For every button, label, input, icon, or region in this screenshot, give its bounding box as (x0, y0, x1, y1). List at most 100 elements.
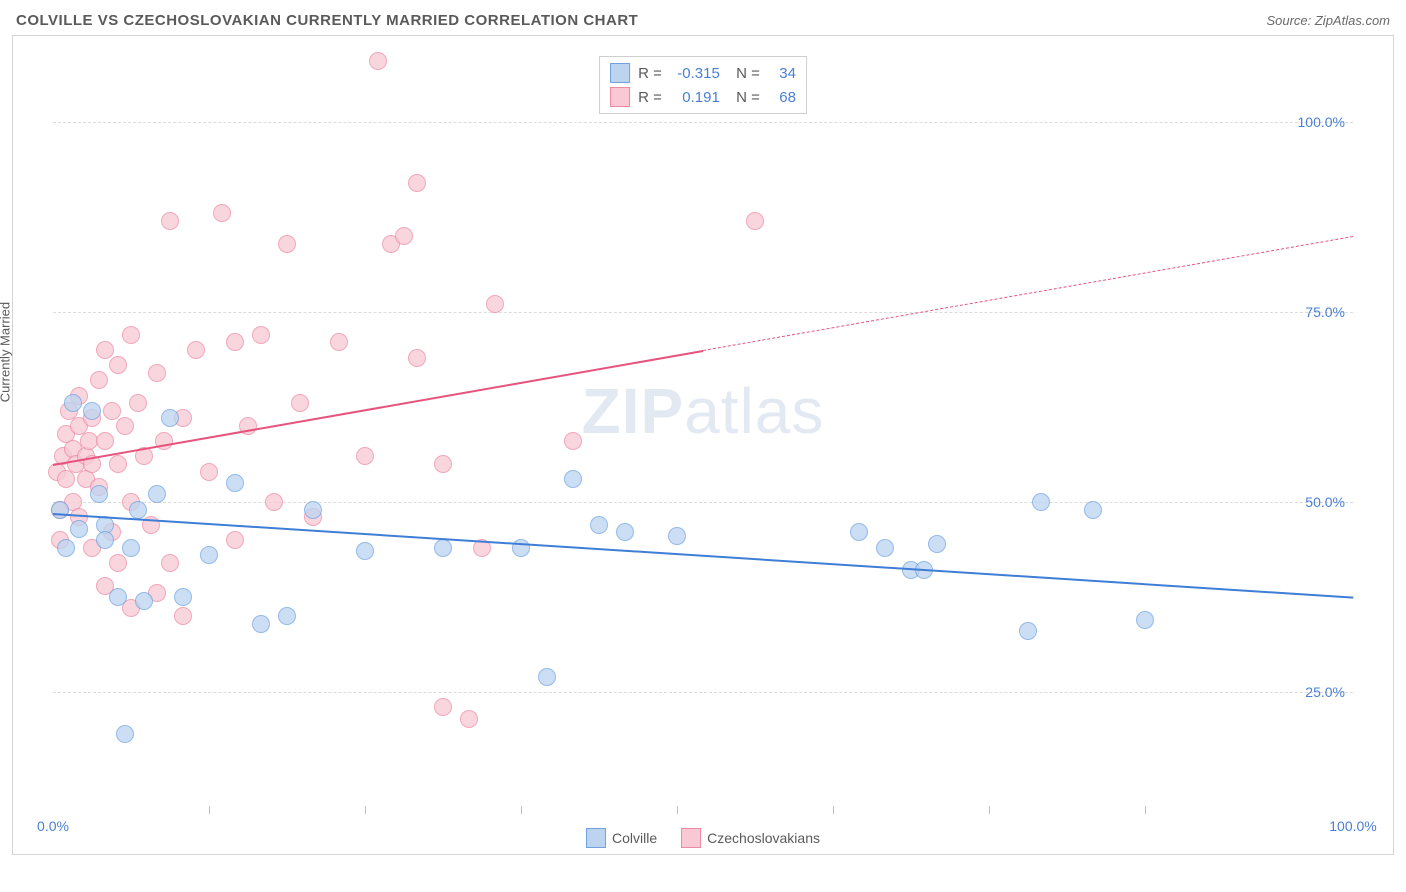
data-point (96, 341, 114, 359)
data-point (291, 394, 309, 412)
stat-n-value: 34 (768, 65, 796, 82)
data-point (850, 523, 868, 541)
data-point (1019, 622, 1037, 640)
data-point (564, 432, 582, 450)
x-tick-label: 0.0% (37, 818, 69, 834)
chart-container: Currently Married ZIPatlas R =-0.315 N =… (12, 35, 1394, 855)
data-point (330, 333, 348, 351)
data-point (460, 710, 478, 728)
data-point (129, 394, 147, 412)
data-point (103, 402, 121, 420)
legend-swatch (586, 828, 606, 848)
stat-r-value: 0.191 (670, 89, 720, 106)
data-point (90, 485, 108, 503)
data-point (278, 607, 296, 625)
gridline (53, 312, 1353, 313)
x-tick-label: 100.0% (1329, 818, 1376, 834)
stat-n-value: 68 (768, 89, 796, 106)
chart-header: COLVILLE VS CZECHOSLOVAKIAN CURRENTLY MA… (12, 12, 1394, 35)
data-point (226, 333, 244, 351)
data-point (408, 349, 426, 367)
data-point (1136, 611, 1154, 629)
plot-area: ZIPatlas R =-0.315 N =34R =0.191 N =68 2… (53, 46, 1353, 806)
data-point (434, 539, 452, 557)
data-point (148, 364, 166, 382)
data-point (252, 326, 270, 344)
data-point (109, 356, 127, 374)
data-point (304, 501, 322, 519)
data-point (1032, 493, 1050, 511)
data-point (109, 588, 127, 606)
legend-label: Colville (612, 830, 657, 846)
stats-legend-row: R = -0.315 N = 34 (610, 61, 796, 85)
legend-item: Colville (586, 828, 657, 848)
data-point (200, 463, 218, 481)
data-point (96, 531, 114, 549)
data-point (668, 527, 686, 545)
stats-legend: R = -0.315 N = 34R = 0.191 N = 68 (599, 56, 807, 114)
data-point (116, 417, 134, 435)
data-point (252, 615, 270, 633)
data-point (161, 409, 179, 427)
y-tick-label: 50.0% (1305, 494, 1345, 510)
data-point (408, 174, 426, 192)
data-point (57, 539, 75, 557)
stats-legend-row: R =0.191 N =68 (610, 85, 796, 109)
data-point (616, 523, 634, 541)
data-point (57, 470, 75, 488)
data-point (538, 668, 556, 686)
data-point (135, 592, 153, 610)
data-point (226, 531, 244, 549)
legend-item: Czechoslovakians (681, 828, 820, 848)
data-point (129, 501, 147, 519)
x-tick (209, 806, 210, 814)
data-point (1084, 501, 1102, 519)
data-point (265, 493, 283, 511)
data-point (590, 516, 608, 534)
data-point (96, 432, 114, 450)
trend-line (53, 513, 1353, 599)
data-point (109, 554, 127, 572)
data-point (564, 470, 582, 488)
data-point (226, 474, 244, 492)
legend-label: Czechoslovakians (707, 830, 820, 846)
x-tick (833, 806, 834, 814)
data-point (200, 546, 218, 564)
data-point (512, 539, 530, 557)
x-tick (677, 806, 678, 814)
data-point (434, 698, 452, 716)
y-tick-label: 25.0% (1305, 684, 1345, 700)
data-point (174, 588, 192, 606)
legend-swatch (610, 63, 630, 83)
data-point (434, 455, 452, 473)
y-axis-label: Currently Married (0, 302, 13, 402)
y-tick-label: 75.0% (1305, 304, 1345, 320)
data-point (116, 725, 134, 743)
x-tick (989, 806, 990, 814)
data-point (109, 455, 127, 473)
x-tick (1145, 806, 1146, 814)
series-legend: Colville Czechoslovakians (586, 828, 820, 848)
chart-title: COLVILLE VS CZECHOSLOVAKIAN CURRENTLY MA… (16, 12, 638, 29)
data-point (395, 227, 413, 245)
legend-swatch (610, 87, 630, 107)
data-point (83, 402, 101, 420)
data-point (356, 542, 374, 560)
data-point (356, 447, 374, 465)
data-point (161, 212, 179, 230)
data-point (174, 607, 192, 625)
data-point (876, 539, 894, 557)
data-point (187, 341, 205, 359)
data-point (64, 394, 82, 412)
stat-label: N = (728, 65, 760, 82)
data-point (70, 520, 88, 538)
trend-line (703, 236, 1353, 351)
data-point (746, 212, 764, 230)
stat-r-value: -0.315 (670, 65, 720, 82)
x-tick (365, 806, 366, 814)
data-point (486, 295, 504, 313)
legend-swatch (681, 828, 701, 848)
gridline (53, 122, 1353, 123)
stat-label: N = (728, 89, 760, 106)
stat-label: R = (638, 65, 662, 82)
